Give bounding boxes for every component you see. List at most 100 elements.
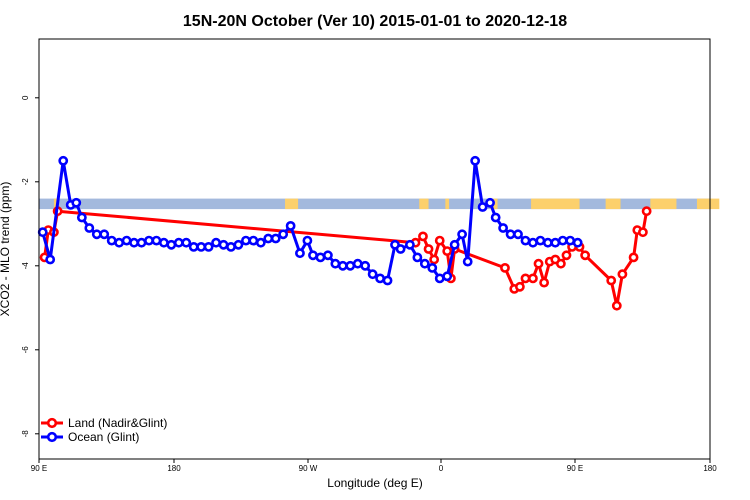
land-segment-8: [696, 198, 720, 210]
data-point-ocean: [323, 250, 333, 261]
data-point-ocean: [106, 235, 117, 246]
plot-frame: [38, 38, 711, 460]
land-segment-2: [419, 198, 429, 210]
data-point-ocean: [211, 237, 221, 248]
data-point-land: [641, 206, 652, 217]
data-point-ocean: [84, 223, 95, 233]
data-point-ocean: [45, 254, 56, 265]
data-point-ocean: [419, 258, 430, 269]
land-segment-7: [650, 198, 677, 210]
data-point-ocean: [330, 258, 341, 269]
x-tick-label: 180: [167, 464, 181, 473]
y-tick-label: -2: [21, 178, 30, 186]
data-point-land: [520, 273, 531, 284]
y-tick-label: -4: [21, 262, 30, 270]
data-point-ocean: [226, 241, 236, 252]
land-segment-1: [285, 198, 299, 210]
y-axis-label: XCO2 - MLO trend (ppm): [0, 182, 12, 317]
data-point-ocean: [114, 237, 125, 248]
x-tick-label: 180: [703, 464, 717, 473]
data-point-ocean: [58, 155, 69, 166]
data-point-land: [423, 244, 434, 254]
data-point-ocean: [76, 212, 87, 223]
data-point-ocean: [382, 275, 393, 286]
data-point-ocean: [255, 237, 266, 248]
data-point-ocean: [352, 258, 363, 269]
y-tick-label: -8: [21, 430, 30, 438]
legend: Land (Nadir&Glint) Ocean (Glint): [41, 416, 167, 444]
data-point-ocean: [144, 235, 154, 246]
data-point-ocean: [513, 229, 523, 240]
x-tick-label: 0: [439, 464, 444, 473]
data-point-ocean: [173, 237, 184, 248]
data-point-ocean: [203, 241, 214, 252]
legend-label-ocean: Ocean (Glint): [68, 430, 139, 444]
data-point-land: [539, 277, 550, 288]
data-point-land: [606, 275, 617, 286]
x-axis: 90 E 180 90 W 0 90 E 180: [31, 459, 717, 473]
data-point-ocean: [490, 212, 501, 223]
data-point-ocean: [442, 271, 453, 282]
data-point-ocean: [158, 237, 169, 248]
data-point-ocean: [188, 241, 199, 252]
land-ocean-band: [39, 198, 720, 210]
data-point-ocean: [470, 155, 481, 166]
data-point-ocean: [71, 197, 82, 208]
data-point-ocean: [151, 235, 162, 246]
data-point-ocean: [248, 235, 259, 246]
x-axis-label: Longitude (deg E): [327, 476, 422, 490]
data-point-ocean: [477, 202, 488, 212]
data-point-land: [555, 258, 566, 269]
data-point-ocean: [218, 239, 229, 250]
data-point-land: [528, 273, 538, 284]
data-point-land: [617, 269, 628, 280]
data-point-land: [561, 250, 572, 261]
data-point-ocean: [233, 239, 244, 250]
data-point-ocean: [270, 233, 281, 244]
data-point-ocean: [462, 256, 473, 267]
data-point-land: [418, 231, 428, 242]
land-segment-3: [445, 198, 450, 210]
data-point-ocean: [360, 260, 371, 271]
y-axis: 0 -2 -4 -6 -8: [21, 95, 39, 437]
legend-marker-land: [46, 417, 58, 429]
data-point-ocean: [99, 229, 110, 240]
data-point-ocean: [542, 237, 553, 248]
data-point-ocean: [395, 244, 406, 254]
data-point-ocean: [308, 250, 318, 261]
data-point-ocean: [375, 273, 385, 284]
data-point-land: [434, 235, 445, 246]
legend-marker-ocean: [46, 431, 58, 443]
data-point-ocean: [263, 233, 274, 244]
data-point-ocean: [315, 252, 326, 263]
y-tick-label: -6: [21, 346, 30, 354]
data-point-land: [628, 252, 639, 263]
data-point-ocean: [528, 237, 538, 248]
data-point-ocean: [457, 229, 468, 240]
data-point-ocean: [295, 248, 305, 259]
data-point-land: [533, 258, 544, 269]
x-tick-label: 90 W: [299, 464, 318, 473]
data-point-land: [442, 246, 453, 256]
data-point-land: [429, 254, 440, 265]
data-point-ocean: [449, 239, 460, 250]
data-point-ocean: [91, 229, 102, 240]
x-tick-label: 90 E: [567, 464, 583, 473]
data-point-ocean: [337, 260, 348, 271]
data-point-ocean: [550, 237, 561, 248]
data-point-ocean: [285, 220, 296, 231]
data-point-ocean: [121, 235, 132, 246]
data-point-ocean: [181, 237, 192, 248]
data-point-ocean: [427, 262, 438, 273]
legend-label-land: Land (Nadir&Glint): [68, 416, 167, 430]
data-point-ocean: [565, 235, 576, 246]
chart-title: 15N-20N October (Ver 10) 2015-01-01 to 2…: [183, 13, 567, 30]
data-point-ocean: [505, 229, 516, 240]
data-point-ocean: [166, 239, 177, 250]
data-point-ocean: [37, 227, 48, 238]
data-point-land: [500, 262, 510, 273]
land-segment-6: [605, 198, 621, 210]
ocean-band: [39, 198, 710, 210]
y-tick-label: 0: [21, 95, 30, 100]
